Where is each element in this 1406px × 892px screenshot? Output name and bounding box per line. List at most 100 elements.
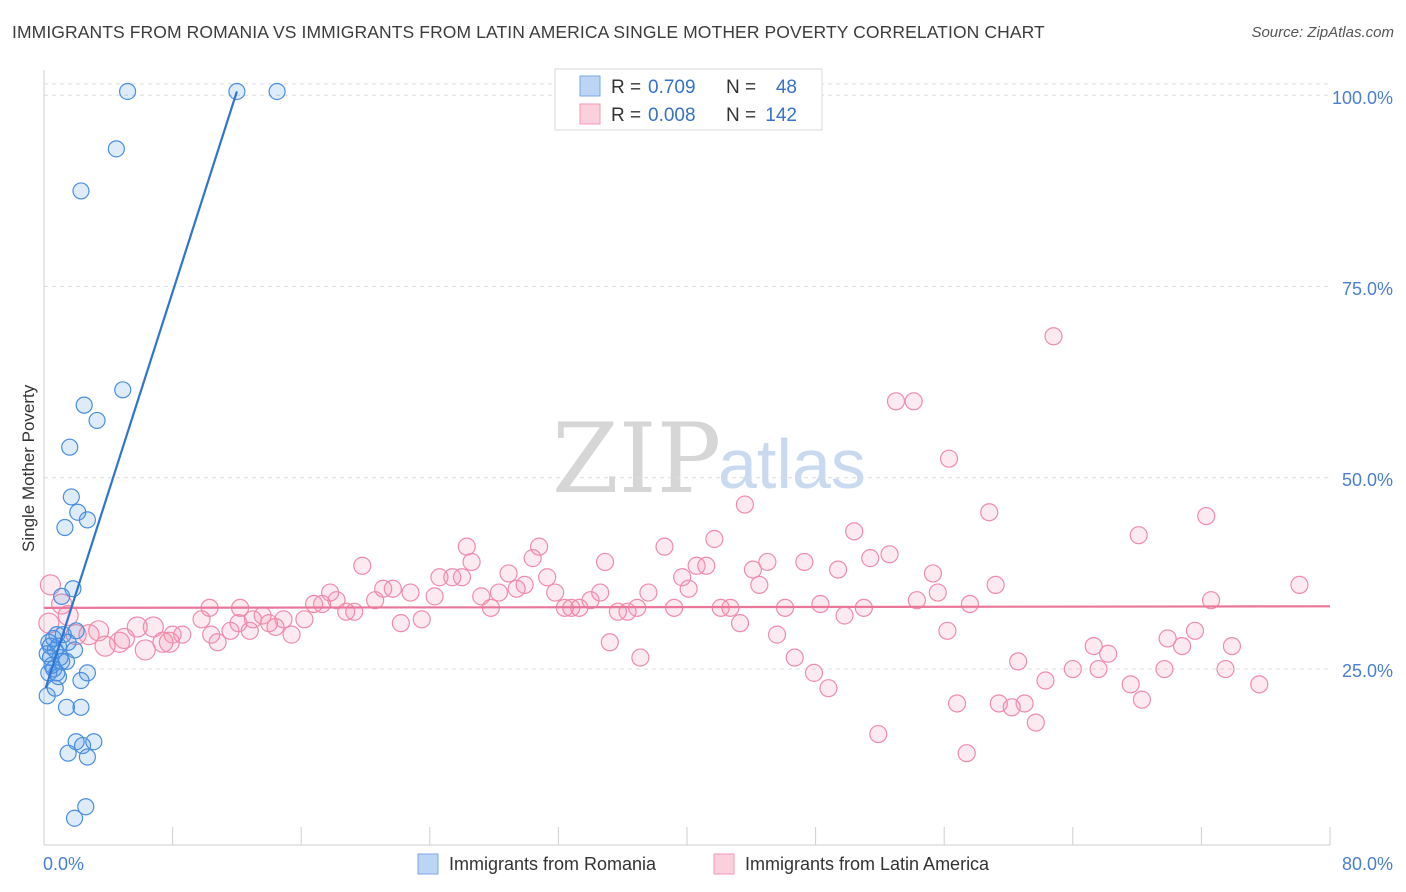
legend-n-value-latin: 142: [765, 105, 797, 126]
latin-america-point: [581, 591, 600, 610]
latin-america-point: [1185, 621, 1205, 640]
romania-point: [268, 82, 286, 101]
latin-america-point: [457, 537, 476, 556]
romania-point: [72, 671, 90, 690]
latin-america-point: [986, 575, 1005, 595]
latin-america-point: [923, 564, 943, 583]
romania-point: [61, 438, 79, 456]
romania-point: [75, 396, 93, 414]
latin-america-point: [1044, 327, 1063, 346]
latin-america-point: [1250, 675, 1269, 694]
latin-america-point: [938, 621, 957, 640]
romania-point: [65, 809, 84, 827]
latin-america-point: [767, 625, 787, 644]
latin-america-point: [538, 568, 557, 587]
latin-america-point: [1063, 659, 1082, 679]
latin-america-point: [208, 633, 227, 652]
series-legend: Immigrants from Romania Immigrants from …: [417, 853, 990, 875]
latin-america-point: [1222, 636, 1242, 656]
latin-america-point: [758, 552, 777, 572]
romania-series: [38, 82, 286, 827]
trend-lines: [43, 91, 1331, 689]
legend-r-value-romania: 0.709: [648, 77, 696, 98]
romania-point: [118, 82, 137, 101]
romania-point: [78, 511, 97, 529]
latin-america-point: [904, 392, 923, 411]
latin-america-point: [530, 537, 549, 556]
latin-america-point: [639, 583, 658, 602]
latin-america-point: [425, 587, 444, 606]
latin-america-point: [600, 633, 619, 652]
latin-america-point: [980, 503, 999, 522]
latin-america-point: [489, 583, 509, 602]
romania-trend-line: [44, 91, 238, 689]
latin-america-point: [928, 583, 947, 602]
latin-america-point: [735, 495, 754, 514]
latin-america-point: [957, 744, 976, 763]
latin-america-point: [240, 621, 259, 640]
latin-america-point: [829, 560, 848, 579]
latin-america-point: [869, 724, 888, 744]
latin-america-point: [515, 575, 534, 595]
latin-america-trend-line: [43, 605, 1331, 609]
latin-america-point: [39, 574, 62, 596]
latin-america-point: [274, 610, 293, 629]
latin-america-point: [631, 648, 650, 667]
legend-n-label: N =: [726, 77, 756, 98]
latin-america-point: [126, 616, 148, 638]
latin-america-series: [38, 327, 1309, 763]
latin-america-point: [743, 560, 763, 579]
y-axis-label: Single Mother Poverty: [19, 384, 38, 552]
latin-america-point: [152, 631, 174, 653]
latin-america-point: [880, 545, 899, 564]
latin-america-point: [401, 583, 420, 602]
latin-america-point: [673, 568, 692, 587]
legend-n-label: N =: [726, 105, 756, 126]
y-tick-label: 100.0%: [1332, 88, 1393, 108]
romania-point: [72, 698, 90, 716]
latin-america-point: [546, 583, 565, 602]
latin-america-point: [163, 625, 182, 644]
latin-america-point: [591, 583, 610, 602]
latin-america-point: [687, 556, 706, 575]
latin-america-point: [819, 679, 838, 698]
romania-point: [78, 748, 97, 766]
latin-america-point: [383, 579, 402, 598]
legend-swatch-latin: [579, 103, 601, 125]
latin-america-point: [1099, 644, 1118, 663]
latin-america-point: [1129, 526, 1148, 545]
latin-america-point: [353, 556, 372, 575]
latin-america-point: [1290, 575, 1309, 595]
latin-america-point: [1155, 659, 1174, 679]
latin-america-point: [1084, 636, 1103, 656]
x-tick-label-left: 0.0%: [43, 854, 84, 874]
latin-america-point: [430, 568, 449, 587]
latin-america-point: [443, 568, 462, 587]
latin-america-point: [1201, 591, 1221, 610]
latin-america-point: [907, 591, 926, 610]
latin-america-point: [295, 610, 314, 629]
romania-point: [57, 698, 76, 716]
latin-america-point: [1015, 694, 1034, 713]
latin-america-point: [939, 449, 959, 468]
y-tick-label: 50.0%: [1342, 470, 1393, 490]
bottom-legend-latin: Immigrants from Latin America: [745, 854, 990, 874]
bottom-legend-romania: Immigrants from Romania: [449, 854, 657, 874]
y-tick-label: 75.0%: [1342, 279, 1393, 299]
latin-america-point: [1173, 636, 1192, 656]
romania-point: [72, 182, 90, 200]
latin-america-point: [1197, 506, 1216, 526]
romania-point: [62, 488, 80, 506]
latin-america-point: [861, 549, 880, 568]
romania-point: [56, 518, 74, 537]
watermark-atlas: atlas: [718, 425, 866, 503]
romania-point: [114, 381, 132, 399]
legend-r-label: R =: [611, 105, 641, 126]
latin-america-point: [282, 625, 301, 644]
latin-america-point: [947, 694, 967, 713]
legend-n-value-romania: 48: [776, 77, 797, 98]
latin-america-point: [811, 594, 830, 614]
romania-point: [107, 140, 125, 158]
latin-america-point: [835, 606, 854, 625]
